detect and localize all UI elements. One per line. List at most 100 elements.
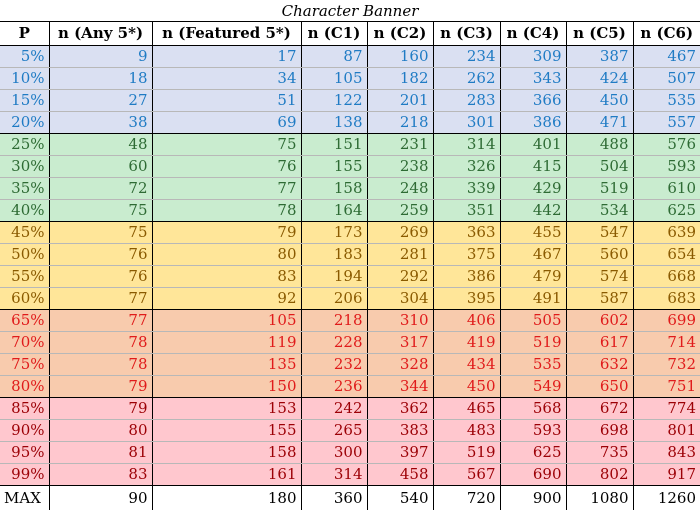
pull-count-cell: 259 [367,199,434,222]
pull-count-cell: 81 [49,441,153,464]
column-header-c2: n (C2) [367,22,434,46]
pull-count-cell: 535 [633,89,700,112]
pull-count-cell: 458 [367,463,434,486]
pull-count-cell: 465 [433,397,501,420]
pull-count-cell: 504 [566,155,634,178]
pull-count-cell: 76 [152,155,302,178]
pull-count-cell: 801 [633,419,700,442]
pull-count-cell: 48 [49,133,153,156]
pull-count-cell: 292 [367,265,434,288]
pull-count-cell: 654 [633,243,700,266]
probability-cell: 10% [0,67,50,90]
pull-count-cell: 602 [566,309,634,332]
pull-count-cell: 155 [301,155,368,178]
pull-count-cell: 683 [633,287,700,310]
pull-count-cell: 344 [367,375,434,398]
pull-count-cell: 387 [566,45,634,68]
column-header-c3: n (C3) [433,22,501,46]
pull-count-cell: 507 [633,67,700,90]
pull-count-cell: 735 [566,441,634,464]
pull-count-cell: 383 [367,419,434,442]
pull-count-cell: 362 [367,397,434,420]
pull-count-cell: 83 [49,463,153,486]
pull-count-cell: 78 [49,353,153,376]
pull-count-cell: 698 [566,419,634,442]
pull-count-cell: 557 [633,111,700,134]
pull-count-cell: 78 [49,331,153,354]
max-value-cell: 720 [433,485,501,510]
pull-count-cell: 242 [301,397,368,420]
table-title: Character Banner [0,0,700,22]
pull-count-cell: 206 [301,287,368,310]
table-row: 55% 76 83 194 292 386 479 574 668 [0,265,700,288]
pull-count-cell: 424 [566,67,634,90]
pull-count-cell: 917 [633,463,700,486]
pull-count-cell: 401 [500,133,567,156]
column-header-p: P [0,22,50,46]
pull-count-cell: 625 [633,199,700,222]
probability-cell: 55% [0,265,50,288]
pull-count-cell: 672 [566,397,634,420]
pull-count-cell: 78 [152,199,302,222]
table-row: 80% 79 150 236 344 450 549 650 751 [0,375,700,398]
pull-count-cell: 183 [301,243,368,266]
pull-count-cell: 632 [566,353,634,376]
probability-cell: 15% [0,89,50,112]
probability-cell: 25% [0,133,50,156]
pull-count-cell: 76 [49,243,153,266]
pull-count-cell: 18 [49,67,153,90]
table-body: 5% 9 17 87 160 234 309 387 467 10% 18 34 105 182 262 34… [0,45,700,510]
table-row: 10% 18 34 105 182 262 343 424 507 [0,67,700,90]
max-value-cell: 1080 [566,485,634,510]
pull-count-cell: 105 [301,67,368,90]
pull-count-cell: 38 [49,111,153,134]
probability-cell: 40% [0,199,50,222]
pull-count-cell: 69 [152,111,302,134]
table-row: 85% 79 153 242 362 465 568 672 774 [0,397,700,420]
pull-count-cell: 450 [433,375,501,398]
pull-count-cell: 265 [301,419,368,442]
probability-cell: 50% [0,243,50,266]
column-header-c6: n (C6) [633,22,700,46]
pull-count-cell: 161 [152,463,302,486]
pull-count-cell: 83 [152,265,302,288]
probability-cell: 35% [0,177,50,200]
probability-cell: 65% [0,309,50,332]
pull-count-cell: 201 [367,89,434,112]
pull-count-cell: 77 [152,177,302,200]
pull-count-cell: 339 [433,177,501,200]
pull-count-cell: 415 [500,155,567,178]
pull-count-cell: 519 [433,441,501,464]
probability-cell: 30% [0,155,50,178]
pull-count-cell: 560 [566,243,634,266]
pull-count-cell: 535 [500,353,567,376]
pull-count-cell: 534 [566,199,634,222]
pull-count-cell: 397 [367,441,434,464]
pull-count-cell: 300 [301,441,368,464]
pull-count-cell: 406 [433,309,501,332]
pull-count-cell: 455 [500,221,567,244]
pull-count-cell: 80 [49,419,153,442]
pull-count-cell: 519 [500,331,567,354]
pull-count-cell: 576 [633,133,700,156]
pull-count-cell: 51 [152,89,302,112]
pull-count-cell: 479 [500,265,567,288]
pull-count-cell: 218 [367,111,434,134]
table-row: 70% 78 119 228 317 419 519 617 714 [0,331,700,354]
pull-count-cell: 105 [152,309,302,332]
max-value-cell: 180 [152,485,302,510]
pull-count-cell: 160 [367,45,434,68]
pull-count-cell: 442 [500,199,567,222]
pull-count-cell: 593 [500,419,567,442]
pull-count-cell: 153 [152,397,302,420]
pull-count-cell: 363 [433,221,501,244]
pull-count-cell: 386 [433,265,501,288]
pull-count-cell: 732 [633,353,700,376]
pull-count-cell: 72 [49,177,153,200]
pull-count-cell: 314 [433,133,501,156]
pull-count-cell: 228 [301,331,368,354]
pull-count-cell: 155 [152,419,302,442]
pull-count-cell: 119 [152,331,302,354]
pull-count-cell: 150 [152,375,302,398]
